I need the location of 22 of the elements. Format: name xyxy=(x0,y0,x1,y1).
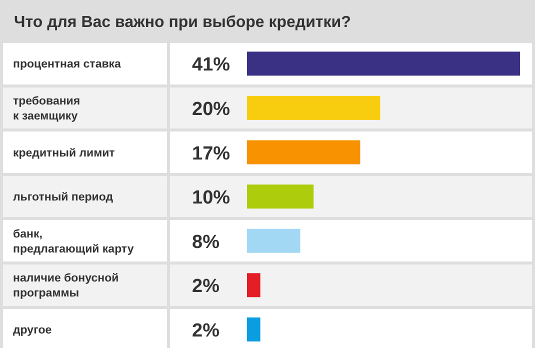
bar xyxy=(247,273,260,298)
y-tick-label: требования к заемщику xyxy=(13,95,80,122)
bar xyxy=(247,317,260,342)
data-label: 17% xyxy=(192,143,230,164)
y-tick-label: банк, предлагающий карту xyxy=(13,228,134,256)
bar xyxy=(247,52,520,76)
data-label: 8% xyxy=(192,232,220,253)
data-label: 20% xyxy=(192,98,230,120)
bar xyxy=(247,140,360,164)
data-label: 41% xyxy=(192,54,230,76)
data-label: 10% xyxy=(192,188,230,209)
y-tick-label: льготный период xyxy=(13,192,114,204)
chart-title: Что для Вас важно при выборе кредитки? xyxy=(14,14,351,31)
data-label: 2% xyxy=(192,276,220,298)
bar xyxy=(247,228,300,253)
data-label: 2% xyxy=(192,320,220,342)
bar xyxy=(247,96,380,120)
bar xyxy=(247,184,314,209)
y-tick-label: процентная ставка xyxy=(13,58,122,71)
y-tick-label: кредитный лимит xyxy=(13,147,116,160)
y-tick-label: другое xyxy=(13,324,52,336)
y-tick-label: наличие бонусной программы xyxy=(13,272,119,300)
